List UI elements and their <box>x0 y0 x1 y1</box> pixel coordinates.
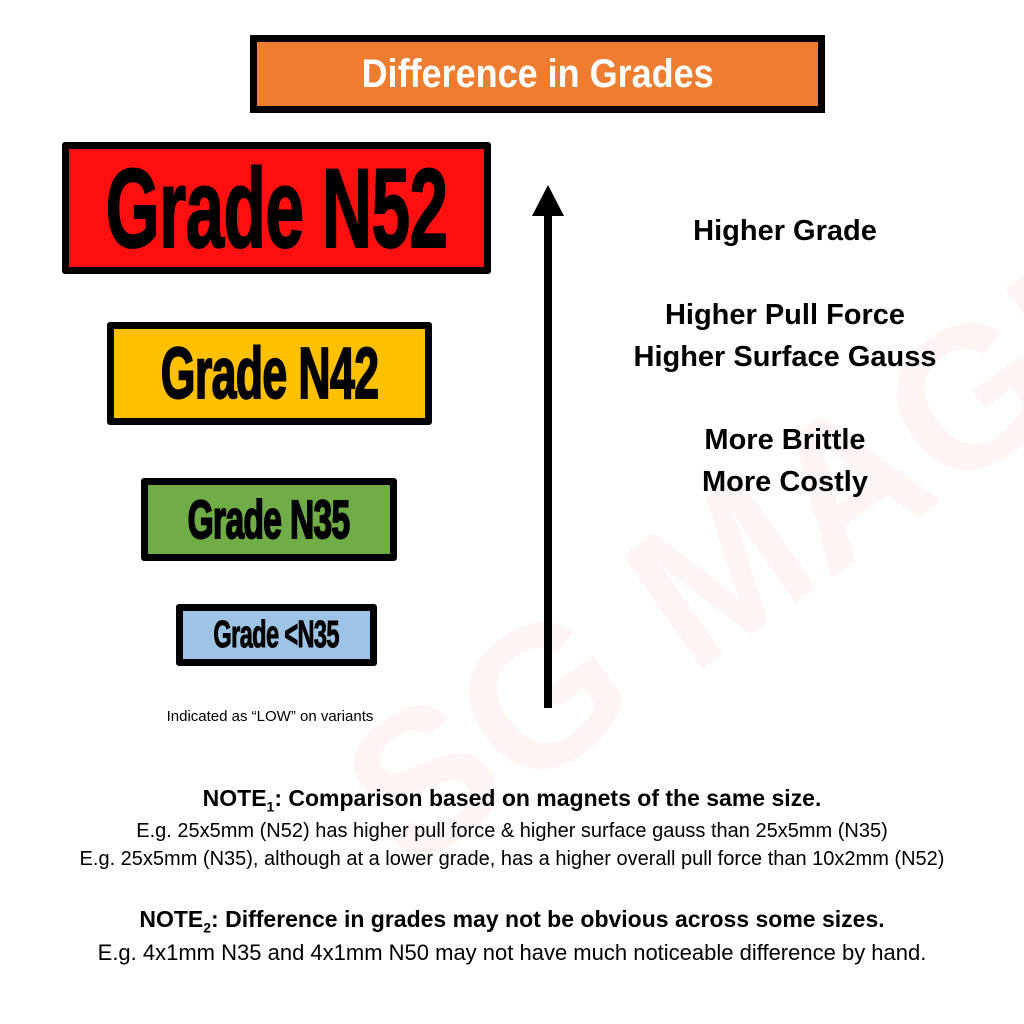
note-heading-text: : Difference in grades may not be obviou… <box>211 906 885 932</box>
low-note: Indicated as “LOW” on variants <box>166 708 374 725</box>
property-pull-force: Higher Pull Force <box>664 299 906 331</box>
arrow-shaft <box>544 214 552 708</box>
title-text: Difference in Grades <box>361 51 714 96</box>
property-higher-grade: Higher Grade <box>693 215 877 247</box>
note2-heading: NOTE2: Difference in grades may not be o… <box>0 906 1024 936</box>
property-surface-gauss: Higher Surface Gauss <box>633 341 937 373</box>
note-number: 1 <box>266 798 275 815</box>
grade-n52-box: Grade N52 <box>62 142 491 274</box>
up-arrow-icon <box>532 185 564 708</box>
note1-heading: NOTE1: Comparison based on magnets of th… <box>0 785 1024 815</box>
note1-example2: E.g. 25x5mm (N35), although at a lower g… <box>79 848 945 870</box>
note-heading-text: : Comparison based on magnets of the sam… <box>274 785 822 811</box>
note-label: NOTE <box>139 906 204 932</box>
grade-label: Grade N52 <box>105 145 449 271</box>
property-costly: More Costly <box>702 466 868 498</box>
grade-low-box: Grade <N35 <box>176 604 377 666</box>
title-banner: Difference in Grades <box>250 35 825 113</box>
arrow-head <box>532 185 564 216</box>
note2-example1: E.g. 4x1mm N35 and 4x1mm N50 may not hav… <box>97 940 927 965</box>
note-label: NOTE <box>202 785 267 811</box>
grade-n42-box: Grade N42 <box>107 322 432 425</box>
note-number: 2 <box>203 919 212 936</box>
grade-label: Grade <N35 <box>213 613 340 656</box>
grade-label: Grade N42 <box>160 333 380 415</box>
grade-label: Grade N35 <box>187 489 351 551</box>
note1-example1: E.g. 25x5mm (N52) has higher pull force … <box>136 820 888 842</box>
property-brittle: More Brittle <box>704 424 866 456</box>
grade-n35-box: Grade N35 <box>141 478 397 561</box>
